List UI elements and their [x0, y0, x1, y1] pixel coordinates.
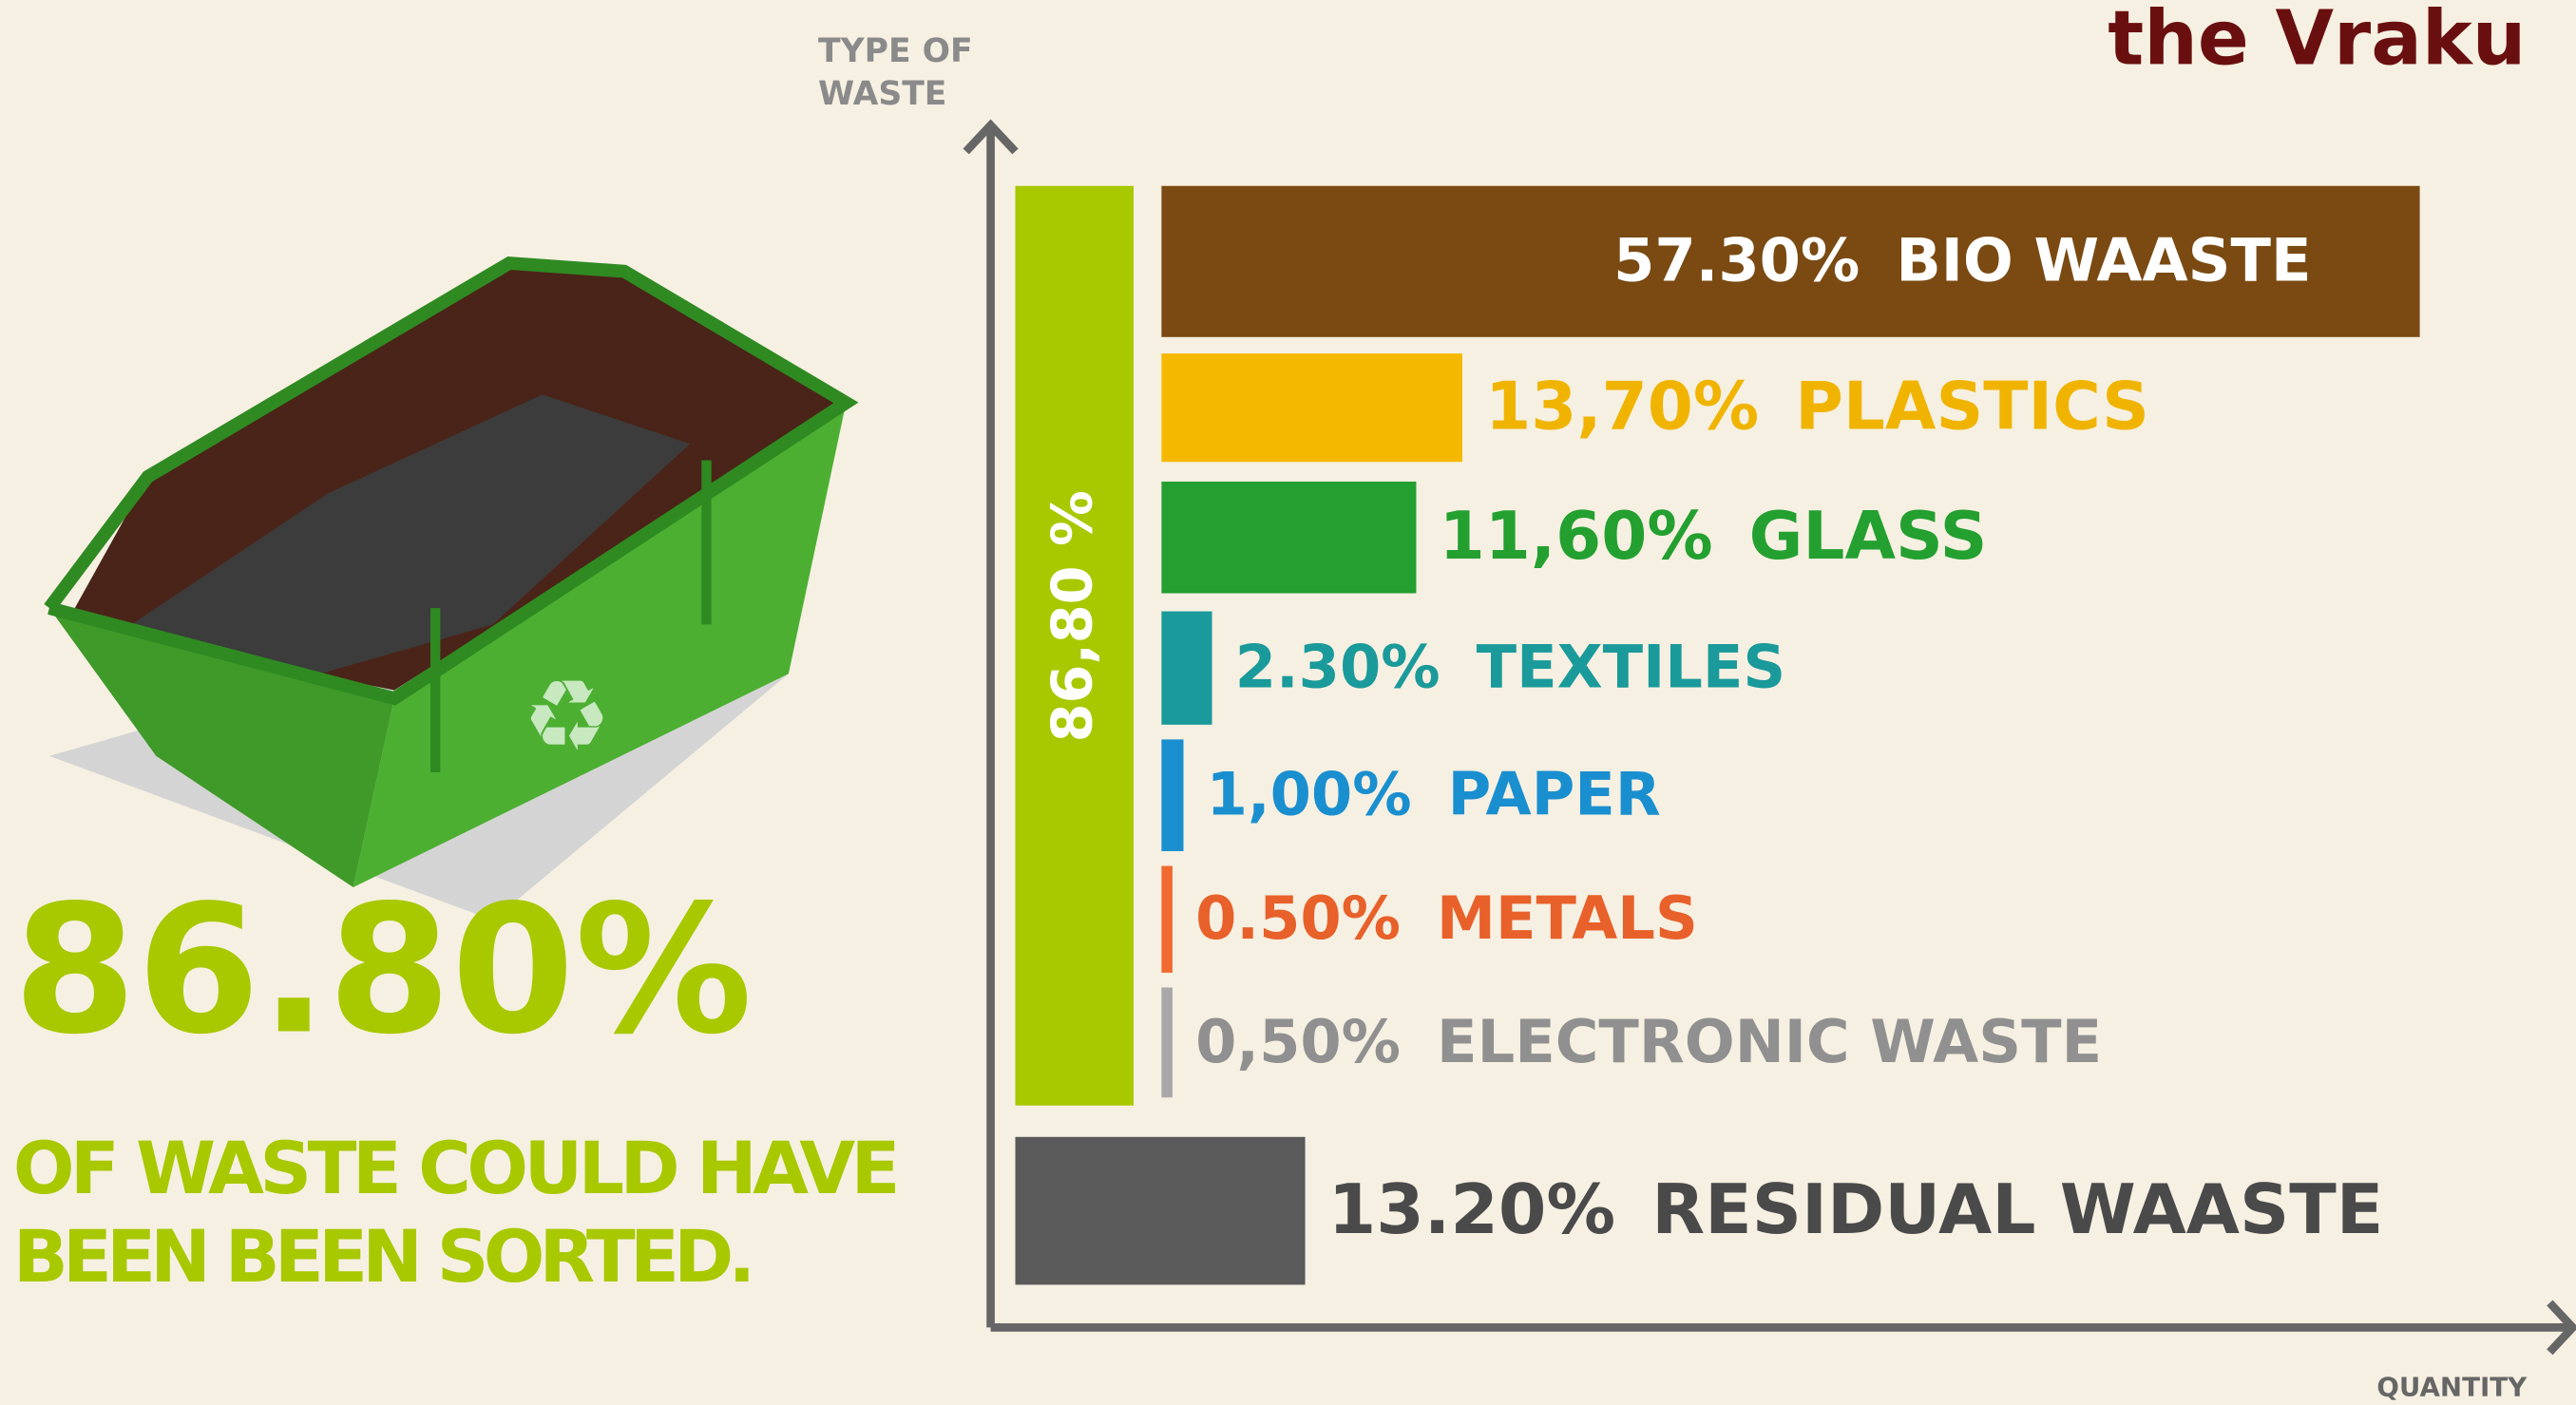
subheadline: OF WASTE COULD HAVE	[13, 1126, 901, 1210]
bar-label: 2.30% TEXTILES	[1235, 633, 1785, 702]
category-label: RESIDUAL WAASTE	[1651, 1170, 2383, 1250]
value-label: 13.20%	[1328, 1170, 1615, 1250]
value-label: 11,60%	[1440, 499, 1713, 575]
category-label: PAPER	[1448, 760, 1661, 829]
value-label: 0,50%	[1195, 1007, 1401, 1076]
bar	[1161, 353, 1462, 463]
category-label: GLASS	[1749, 499, 1988, 575]
bar-label: 1,00% PAPER	[1207, 760, 1661, 829]
value-label: 2.30%	[1235, 633, 1441, 702]
category-label: PLASTICS	[1795, 370, 2149, 446]
dumpster-front	[353, 402, 847, 888]
category-label: BIO WAASTE	[1896, 226, 2311, 295]
bar	[1161, 611, 1212, 725]
bar	[1161, 865, 1173, 973]
y-axis-label: WASTE	[818, 75, 946, 113]
category-label: ELECTRONIC WASTE	[1437, 1007, 2102, 1076]
axes	[963, 119, 2576, 1356]
x-axis-label: QUANTITY	[2376, 1371, 2528, 1402]
value-label: 57.30%	[1613, 226, 1860, 295]
bar-label: 11,60% GLASS	[1440, 499, 1988, 575]
subheadline: BEEN BEEN SORTED.	[13, 1214, 755, 1299]
value-label: 0.50%	[1195, 883, 1401, 953]
brand: the Vraku	[2108, 0, 2526, 82]
value-label: 1,00%	[1207, 760, 1412, 829]
sorted-total-bar	[1015, 185, 1134, 1106]
category-label: METALS	[1437, 883, 1698, 953]
y-axis-label: TYPE OF	[818, 32, 973, 70]
x-arrow	[2547, 1300, 2576, 1356]
bar	[1015, 1136, 1306, 1285]
bar-label: 0,50% ELECTRONIC WASTE	[1195, 1007, 2102, 1076]
bar	[1161, 185, 2420, 337]
sorted-total-label: 86,80 %	[1040, 490, 1105, 742]
dumpster-rim	[44, 256, 859, 706]
bar-label: 13,70% PLASTICS	[1485, 370, 2149, 446]
bar	[1161, 739, 1184, 851]
bar-label: 57.30% BIO WAASTE	[1613, 226, 2311, 295]
dumpster-illustration: ♻	[44, 256, 859, 921]
bar	[1161, 987, 1173, 1098]
value-label: 13,70%	[1485, 370, 1759, 446]
category-label: TEXTILES	[1477, 633, 1786, 702]
bar-label: 0.50% METALS	[1195, 883, 1698, 953]
bar	[1161, 481, 1417, 594]
waste-pile	[131, 394, 691, 691]
headline: 86.80%	[13, 868, 753, 1074]
recycle-icon: ♻	[523, 659, 611, 773]
y-arrow	[963, 119, 1019, 155]
bar-label: 13.20% RESIDUAL WAASTE	[1328, 1170, 2384, 1250]
